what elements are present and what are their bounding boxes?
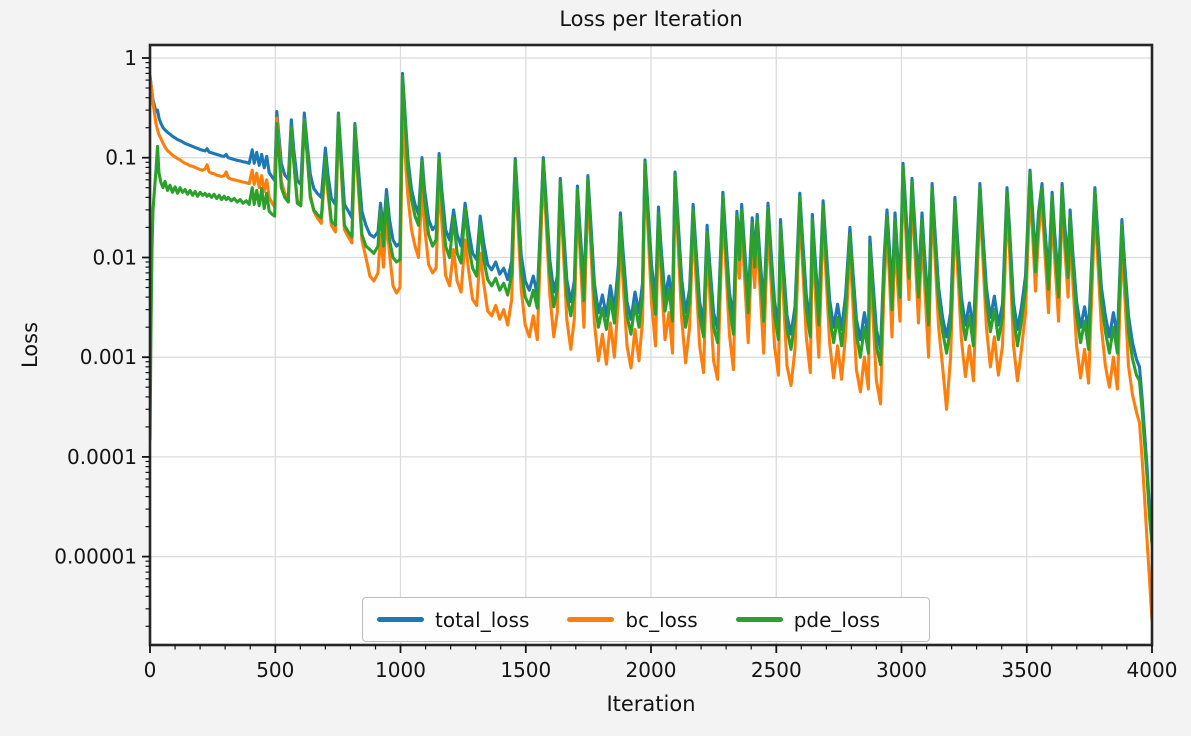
chart-title: Loss per Iteration <box>559 7 743 31</box>
y-tick-label: 0.0001 <box>67 445 137 469</box>
y-tick-label: 0.001 <box>80 345 137 369</box>
legend-item-pde-loss: pde_loss <box>735 607 881 632</box>
legend-label-bc-loss: bc_loss <box>625 607 698 632</box>
x-axis-title: Iteration <box>606 692 696 716</box>
x-tick-label: 0 <box>144 658 157 682</box>
x-tick-label: 2000 <box>626 658 677 682</box>
legend-item-bc-loss: bc_loss <box>567 607 698 632</box>
y-tick-label: 0.01 <box>92 246 137 270</box>
y-tick-label: 0.00001 <box>54 545 137 569</box>
legend-swatch-total-loss <box>377 617 424 622</box>
legend-swatch-bc-loss <box>567 617 615 622</box>
line-total_loss <box>150 71 1152 541</box>
legend-label-total-loss: total_loss <box>435 607 530 632</box>
x-tick-label: 3000 <box>876 658 927 682</box>
x-tick-label: 500 <box>256 658 294 682</box>
legend: total_loss bc_loss pde_loss <box>362 597 930 642</box>
legend-label-pde-loss: pde_loss <box>793 607 881 632</box>
legend-item-total-loss: total_loss <box>377 608 529 632</box>
x-tick-label: 4000 <box>1127 658 1178 682</box>
x-tick-label: 1500 <box>500 658 551 682</box>
line-pde_loss <box>150 74 1152 546</box>
x-tick-label: 3500 <box>1001 658 1052 682</box>
x-tick-label: 2500 <box>751 658 802 682</box>
legend-swatch-pde-loss <box>735 617 783 622</box>
x-tick-label: 1000 <box>375 658 426 682</box>
y-tick-label: 1 <box>124 46 137 70</box>
series-group <box>150 71 1152 622</box>
y-tick-label: 0.1 <box>105 146 137 170</box>
